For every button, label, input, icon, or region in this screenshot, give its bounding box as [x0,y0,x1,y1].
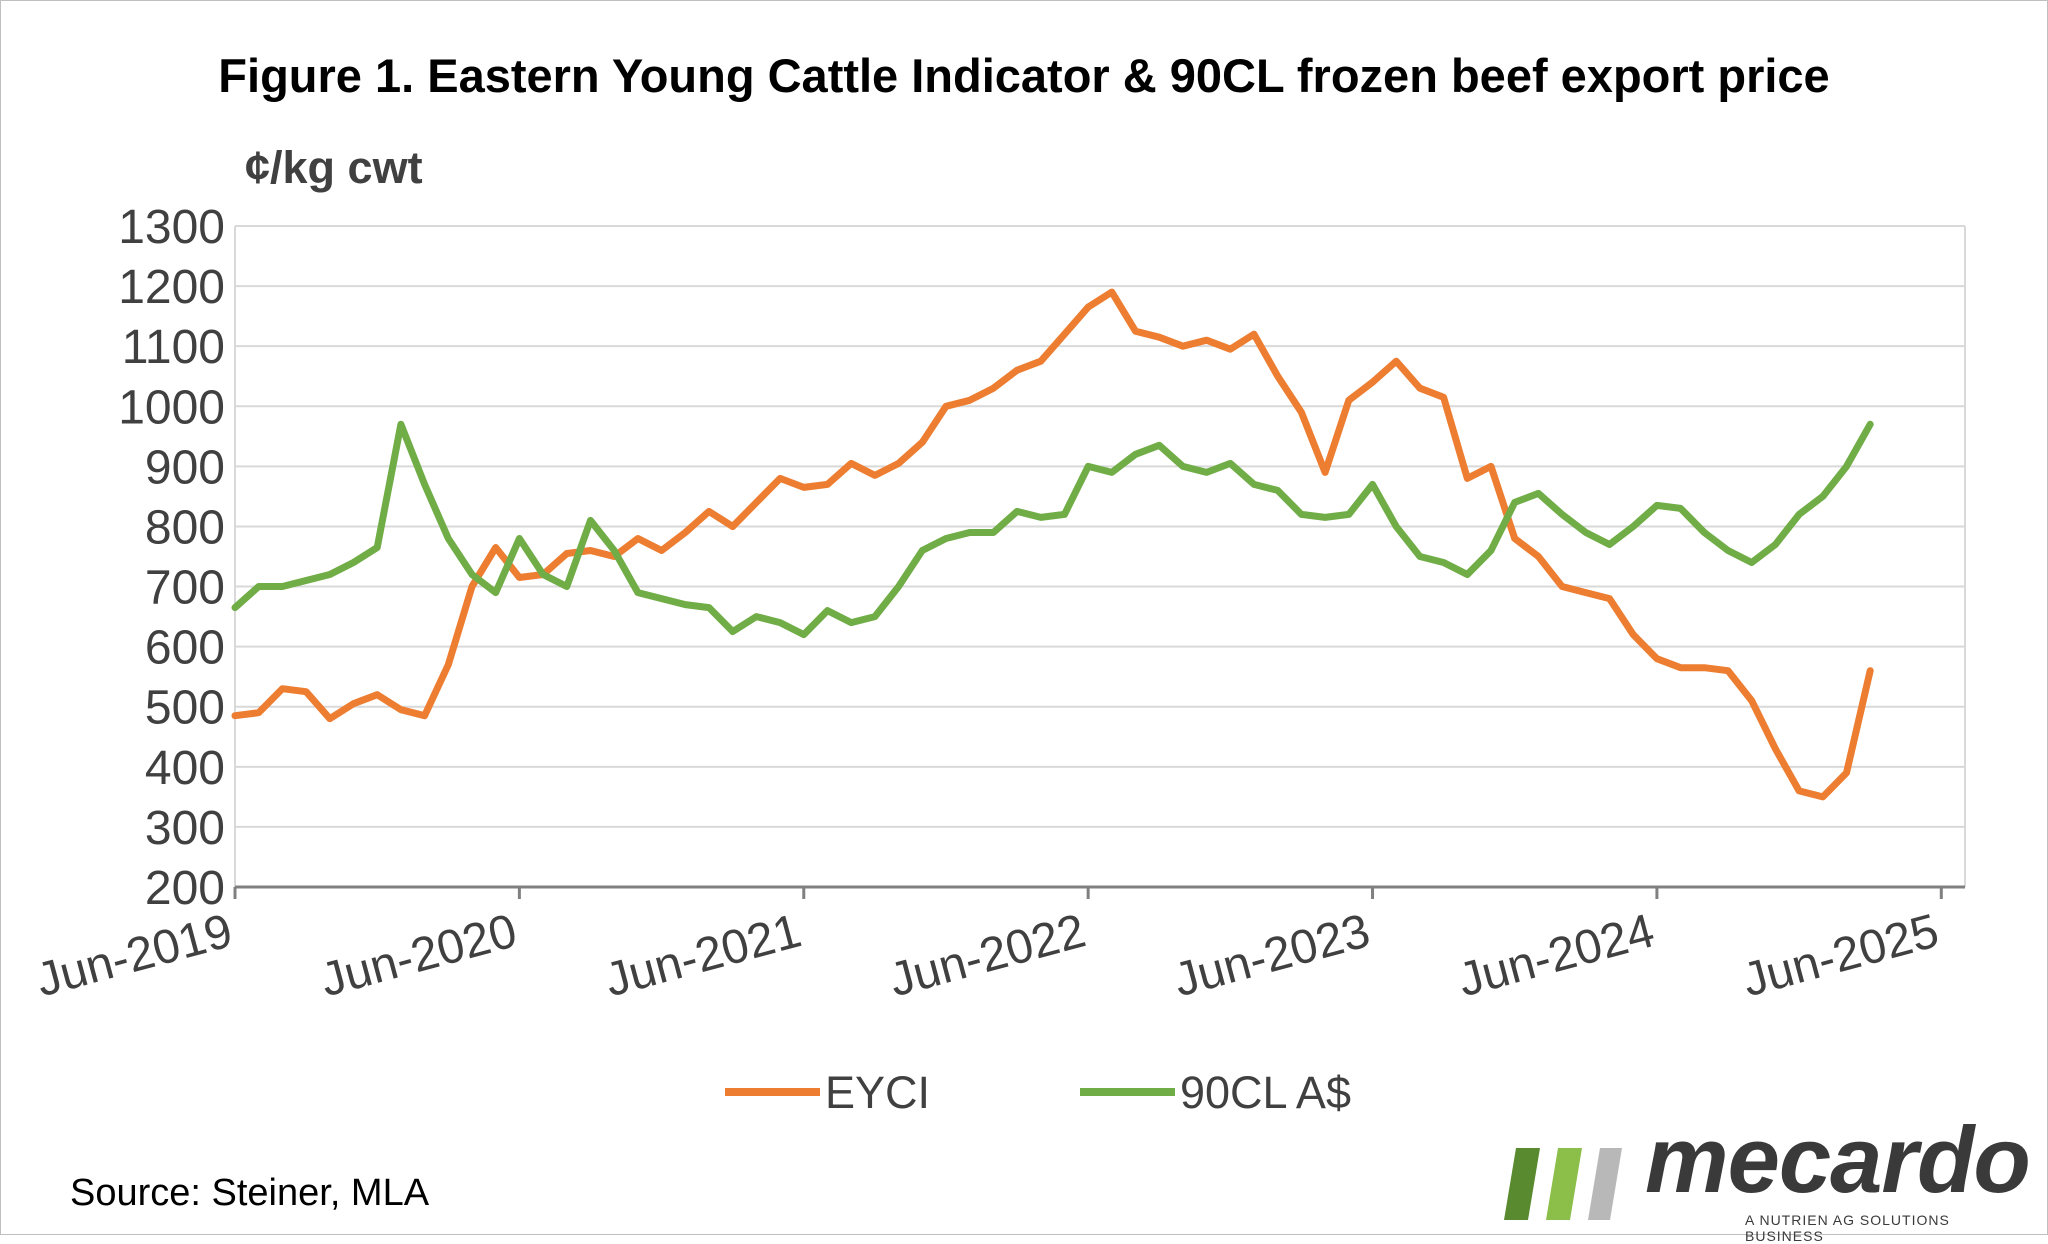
x-axis: Jun-2019 Jun-2020 Jun-2021 Jun-2022 Jun-2023… [31,885,1965,1007]
x-tick-label-3: Jun-2022 [884,904,1091,1007]
gridlines [234,225,1966,888]
x-tick-label-1: Jun-2020 [315,904,522,1007]
legend: EYCI 90CL A$ [725,1067,1351,1118]
y-tick-label-1000: 1000 [118,381,225,434]
y-tick-label-900: 900 [145,441,225,494]
y-tick-label-500: 500 [145,682,225,735]
logo-wordmark: mecardo [1645,1107,2031,1212]
logo-tagline: A NUTRIEN AG SOLUTIONS BUSINESS [1745,1212,1950,1244]
x-tick-label-5: Jun-2024 [1453,904,1660,1007]
legend-label-0: EYCI [825,1067,930,1118]
y-tick-label-1300: 1300 [118,201,225,254]
legend-label-1: 90CL A$ [1180,1067,1351,1118]
x-tick-label-4: Jun-2023 [1168,904,1375,1007]
y-tick-label-800: 800 [145,501,225,554]
series-line-0 [231,288,1874,801]
y-tick-label-300: 300 [145,802,225,855]
source-note: Source: Steiner, MLA [70,1172,430,1214]
series-line-1 [231,420,1874,639]
x-tick-label-6: Jun-2025 [1737,904,1944,1007]
x-tick-label-0: Jun-2019 [31,904,238,1007]
y-tick-label-400: 400 [145,742,225,795]
y-tick-label-200: 200 [145,862,225,915]
y-tick-label-700: 700 [145,562,225,615]
y-tick-label-600: 600 [145,622,225,675]
y-tick-label-1100: 1100 [122,321,225,374]
y-axis-ticks: 200 300 400 500 600 700 800 900 1000 1100 1200 1300 [118,201,225,915]
chart-title: Figure 1. Eastern Young Cattle Indicator… [218,49,1830,102]
y-tick-label-1200: 1200 [118,261,225,314]
mecardo-logo: mecardo A NUTRIEN AG SOLUTIONS BUSINESS [1500,1107,2031,1244]
x-tick-label-2: Jun-2021 [600,904,807,1007]
series-lines [231,288,1874,801]
y-axis-unit-label: ¢/kg cwt [245,142,423,193]
logo-mark-icon [1504,1148,1622,1220]
